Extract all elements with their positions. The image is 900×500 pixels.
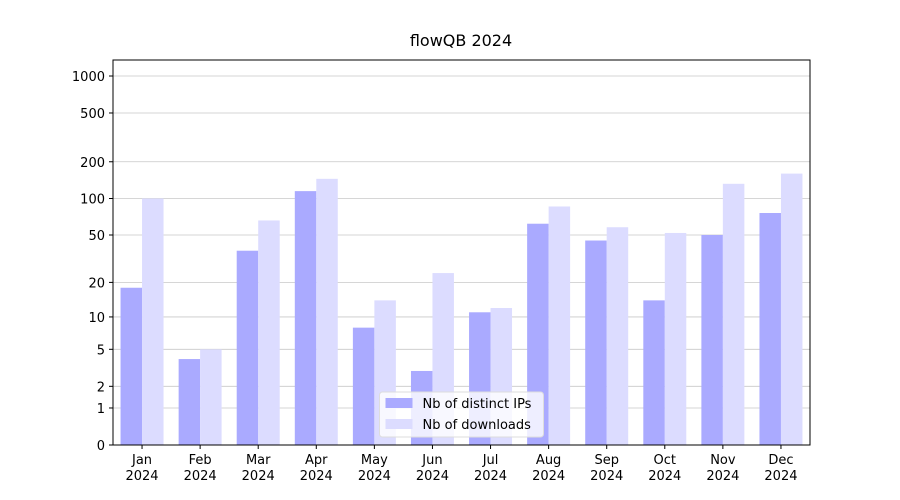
x-tick-label: Oct 2024 [648,453,682,484]
grid [113,75,810,446]
x-tick-label: Apr 2024 [299,453,333,484]
y-tick-label: 20 [88,276,105,291]
x-tick-label: Jun 2024 [415,453,449,484]
bar [120,287,143,445]
bar [142,198,164,445]
y-tick-label: 100 [80,193,105,208]
legend: Nb of distinct IPs Nb of downloads [379,391,544,438]
y-tick-label: 2 [97,380,105,395]
y-tick-label: 200 [80,156,105,171]
x-tick-label: Aug 2024 [532,453,566,484]
x-tick-label: Feb 2024 [183,453,217,484]
bar [316,178,338,445]
bar [236,250,259,445]
x-tick-label: Jul 2024 [473,453,508,484]
y-tick-label: 1 [97,402,105,417]
legend-box [379,391,544,438]
x-tick-label: Sep 2024 [590,453,624,484]
y-tick-label: 1000 [72,70,105,85]
y-tick-label: 500 [80,107,105,122]
x-tick-label: Nov 2024 [706,453,740,484]
x-tick-label: Dec 2024 [764,453,798,484]
x-tick-label: May 2024 [357,453,391,484]
legend-label: Nb of distinct IPs [423,397,532,412]
y-tick-label: 10 [88,311,105,326]
chart-title: flowQB 2024 [410,31,512,50]
legend-swatch [385,398,413,408]
x-tick-label: Jan 2024 [125,453,159,484]
y-tick-label: 0 [97,439,105,454]
bar [585,240,607,445]
y-tick-label: 50 [88,229,105,244]
bar [664,232,687,445]
bar [178,359,201,445]
bar [352,327,375,445]
bar [294,191,317,445]
legend-swatch [385,419,413,429]
bar [722,183,745,445]
x-tick-label: Mar 2024 [241,453,275,484]
y-tick-label: 5 [97,343,105,358]
bar [780,173,803,446]
bar [759,213,781,445]
bar [548,206,571,445]
legend-label: Nb of downloads [423,418,532,433]
bar [527,223,549,445]
bar [643,300,665,445]
bar [701,235,723,445]
bar [200,349,222,445]
plot-frame [112,59,811,446]
bar [258,220,280,445]
bar [606,227,629,445]
